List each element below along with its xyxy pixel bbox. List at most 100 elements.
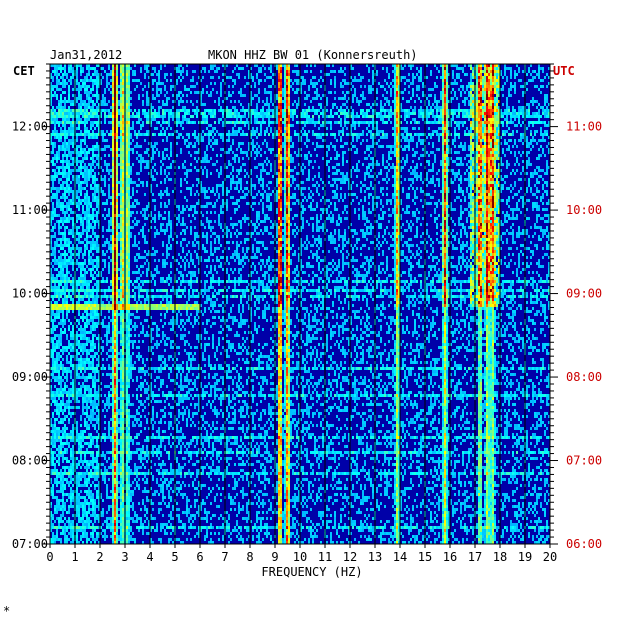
heatmap-cell: [488, 148, 490, 151]
heatmap-cell: [434, 154, 436, 157]
heatmap-cell: [248, 112, 250, 115]
heatmap-cell: [286, 157, 288, 160]
heatmap-cell: [460, 163, 462, 166]
heatmap-cell: [92, 121, 94, 124]
heatmap-cell: [372, 166, 374, 169]
heatmap-cell: [522, 109, 524, 112]
heatmap-cell: [198, 139, 200, 142]
heatmap-cell: [138, 112, 140, 115]
heatmap-cell: [520, 109, 522, 112]
heatmap-cell: [492, 88, 494, 91]
heatmap-cell: [498, 169, 500, 172]
heatmap-cell: [210, 109, 212, 112]
heatmap-cell: [164, 64, 166, 67]
heatmap-cell: [514, 115, 516, 118]
heatmap-cell: [522, 166, 524, 169]
heatmap-cell: [494, 70, 496, 73]
heatmap-cell: [152, 175, 154, 178]
heatmap-cell: [54, 169, 56, 172]
heatmap-cell: [366, 148, 368, 151]
heatmap-cell: [340, 82, 342, 85]
heatmap-cell: [378, 130, 380, 133]
heatmap-cell: [112, 97, 114, 100]
heatmap-cell: [388, 109, 390, 112]
heatmap-cell: [390, 157, 392, 160]
heatmap-cell: [220, 169, 222, 172]
heatmap-cell: [52, 160, 54, 163]
heatmap-cell: [256, 76, 258, 79]
heatmap-cell: [120, 106, 122, 109]
heatmap-cell: [218, 172, 220, 175]
heatmap-cell: [482, 115, 484, 118]
heatmap-cell: [506, 130, 508, 133]
heatmap-cell: [376, 70, 378, 73]
heatmap-cell: [288, 91, 290, 94]
heatmap-cell: [60, 106, 62, 109]
heatmap-cell: [296, 91, 298, 94]
heatmap-cell: [486, 145, 488, 148]
heatmap-cell: [286, 115, 288, 118]
heatmap-cell: [376, 73, 378, 76]
heatmap-cell: [452, 181, 454, 184]
heatmap-cell: [152, 166, 154, 169]
heatmap-cell: [492, 112, 494, 115]
heatmap-cell: [188, 142, 190, 145]
heatmap-cell: [98, 163, 100, 166]
heatmap-cell: [80, 169, 82, 172]
heatmap-cell: [362, 133, 364, 136]
heatmap-cell: [80, 121, 82, 124]
heatmap-cell: [506, 109, 508, 112]
heatmap-cell: [278, 73, 280, 76]
heatmap-cell: [80, 163, 82, 166]
heatmap-cell: [432, 166, 434, 169]
heatmap-cell: [368, 166, 370, 169]
heatmap-cell: [490, 154, 492, 157]
heatmap-cell: [64, 139, 66, 142]
heatmap-cell: [88, 94, 90, 97]
heatmap-cell: [62, 163, 64, 166]
heatmap-cell: [332, 184, 334, 187]
heatmap-cell: [444, 94, 446, 97]
heatmap-cell: [92, 181, 94, 184]
heatmap-cell: [308, 85, 310, 88]
heatmap-cell: [62, 118, 64, 121]
heatmap-cell: [292, 145, 294, 148]
heatmap-cell: [88, 151, 90, 154]
heatmap-cell: [68, 184, 70, 187]
heatmap-cell: [206, 148, 208, 151]
heatmap-cell: [126, 94, 128, 97]
heatmap-cell: [278, 118, 280, 121]
heatmap-cell: [230, 148, 232, 151]
heatmap-cell: [308, 175, 310, 178]
heatmap-cell: [144, 73, 146, 76]
heatmap-cell: [514, 85, 516, 88]
heatmap-cell: [434, 118, 436, 121]
heatmap-cell: [534, 85, 536, 88]
heatmap-cell: [106, 82, 108, 85]
heatmap-cell: [98, 76, 100, 79]
heatmap-cell: [488, 145, 490, 148]
heatmap-cell: [452, 160, 454, 163]
heatmap-cell: [486, 106, 488, 109]
heatmap-cell: [246, 64, 248, 67]
heatmap-cell: [444, 142, 446, 145]
heatmap-cell: [178, 94, 180, 97]
heatmap-cell: [186, 118, 188, 121]
heatmap-cell: [394, 70, 396, 73]
heatmap-cell: [458, 73, 460, 76]
heatmap-cell: [300, 154, 302, 157]
heatmap-cell: [362, 109, 364, 112]
heatmap-cell: [370, 151, 372, 154]
heatmap-cell: [216, 154, 218, 157]
heatmap-cell: [530, 163, 532, 166]
heatmap-cell: [444, 124, 446, 127]
heatmap-cell: [278, 154, 280, 157]
heatmap-cell: [538, 181, 540, 184]
heatmap-cell: [122, 151, 124, 154]
heatmap-cell: [390, 145, 392, 148]
heatmap-cell: [116, 73, 118, 76]
heatmap-cell: [264, 91, 266, 94]
heatmap-cell: [162, 151, 164, 154]
heatmap-cell: [146, 166, 148, 169]
heatmap-cell: [440, 64, 442, 67]
